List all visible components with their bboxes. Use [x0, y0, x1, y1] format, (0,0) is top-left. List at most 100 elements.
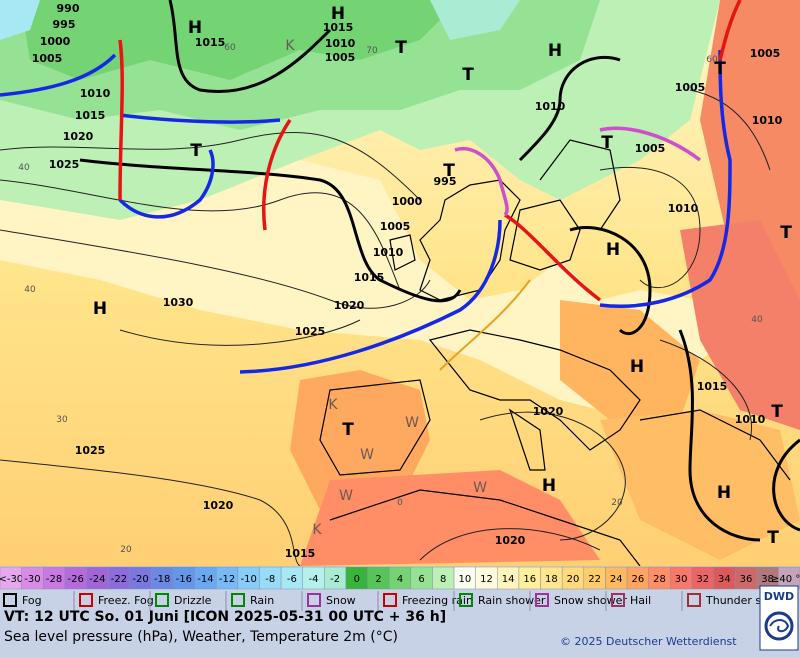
scale-label: 10	[458, 574, 471, 585]
isobar-label: 1020	[63, 130, 94, 143]
symbol-icon	[459, 593, 473, 607]
symbol-icon	[231, 593, 245, 607]
temperature-field	[0, 0, 800, 566]
symbol-label: Snow shower	[554, 594, 627, 607]
symbol-label: Freezing rain	[402, 594, 473, 607]
isobar-label: 1015	[195, 36, 226, 49]
temperature-label: 40	[751, 315, 763, 325]
scale-label: 6	[418, 574, 424, 585]
isobar-label: 1010	[80, 87, 111, 100]
scale-label: 20	[567, 574, 580, 585]
scale-label: 28	[653, 574, 666, 585]
isobar-label: 1010	[752, 114, 783, 127]
logo-text: DWD	[764, 590, 794, 603]
dwd-logo: DWD	[759, 585, 799, 651]
temperature-label: 70	[366, 46, 378, 56]
pressure-center: T	[462, 65, 474, 85]
map-labels: 9909951000100510101015102010251015101510…	[18, 2, 792, 560]
scale-label: 34	[718, 574, 731, 585]
scale-label: 16	[523, 574, 536, 585]
isobar-label: 995	[53, 18, 76, 31]
temperature-label: 40	[18, 163, 30, 173]
pressure-center: T	[342, 420, 354, 440]
scale-label: 4	[397, 574, 403, 585]
isobar-label: 1020	[203, 499, 234, 512]
isobar-label: 1010	[373, 246, 404, 259]
pressure-center: T	[767, 528, 779, 548]
isobars	[0, 89, 771, 567]
pressure-center: H	[331, 4, 345, 24]
scale-label: 14	[502, 574, 515, 585]
symbol-icon	[535, 593, 549, 607]
isobar-label: 1010	[735, 413, 766, 426]
temperature-label: 0	[397, 498, 403, 508]
symbol-icon	[79, 593, 93, 607]
isobar-label: 1030	[163, 296, 194, 309]
isobar-label: 1025	[75, 444, 106, 457]
scale-label: 0	[354, 574, 360, 585]
pressure-center: T	[395, 38, 407, 58]
pressure-center: H	[717, 483, 731, 503]
symbol-icon	[307, 593, 321, 607]
isobar-label: 1010	[535, 100, 566, 113]
scale-label: 32	[696, 574, 709, 585]
temperature-scale: <-30 -30 -28 -26 -24 -22 -20 -18 -16 -14 -12 -10 -8-…	[0, 566, 800, 590]
copyright: © 2025 Deutscher Wetterdienst	[560, 635, 737, 648]
isobar-label: 1000	[40, 35, 71, 48]
fronts	[0, 0, 742, 374]
scale-label: -14	[197, 574, 213, 585]
scale-label: -4	[309, 574, 319, 585]
symbol-icon	[155, 593, 169, 607]
isobar-label: 1015	[75, 109, 106, 122]
pressure-center: H	[630, 357, 644, 377]
isobar-label: 1010	[325, 37, 356, 50]
temperature-label: 60	[706, 55, 718, 65]
pressure-center: T	[771, 402, 783, 422]
coastlines	[319, 139, 791, 567]
pressure-center: K	[328, 397, 338, 413]
pressure-center: H	[606, 240, 620, 260]
weather-symbols-legend: Fog Freez. Fog Drizzle Rain Snow Freezing rai…	[3, 591, 787, 611]
scale-label: 12	[480, 574, 493, 585]
scale-label: -8	[265, 574, 275, 585]
pressure-center: T	[714, 59, 726, 79]
symbol-icon	[611, 593, 625, 607]
scale-label: -18	[154, 574, 170, 585]
scale-label: -2	[330, 574, 340, 585]
isobar-label: 1015	[285, 547, 316, 560]
pressure-center: K	[285, 38, 295, 54]
isobar-label: 1015	[697, 380, 728, 393]
symbol-icon	[3, 593, 17, 607]
isobar-label: 1005	[675, 81, 706, 94]
isobar-label: 1020	[533, 405, 564, 418]
scale-label: ≥40 °C	[771, 574, 800, 585]
scale-label: 30	[675, 574, 688, 585]
pressure-center: W	[405, 415, 419, 431]
scale-label: -24	[89, 574, 105, 585]
isobar-label: 1005	[325, 51, 356, 64]
scale-label: -28	[46, 574, 62, 585]
pressure-center: W	[339, 488, 353, 504]
scale-label: 36	[740, 574, 753, 585]
scale-label: 38	[761, 574, 774, 585]
temperature-label: 30	[56, 415, 68, 425]
temperature-label: 20	[611, 498, 623, 508]
scale-label: 26	[631, 574, 644, 585]
scale-label: <-30	[0, 574, 23, 585]
pressure-center: T	[190, 141, 202, 161]
symbol-icon	[383, 593, 397, 607]
pressure-center: T	[780, 223, 792, 243]
isobar-label: 990	[57, 2, 80, 15]
scale-label: -26	[68, 574, 84, 585]
pressure-center: H	[548, 41, 562, 61]
temperature-label: 40	[24, 285, 36, 295]
pressure-center: H	[93, 299, 107, 319]
scale-label: -16	[176, 574, 192, 585]
symbol-label: Fog	[22, 594, 42, 607]
scale-label: -20	[132, 574, 148, 585]
pressure-center: T	[443, 161, 455, 181]
scale-label: -30	[24, 574, 40, 585]
symbol-label: Drizzle	[174, 594, 212, 607]
isobar-label: 1005	[32, 52, 63, 65]
